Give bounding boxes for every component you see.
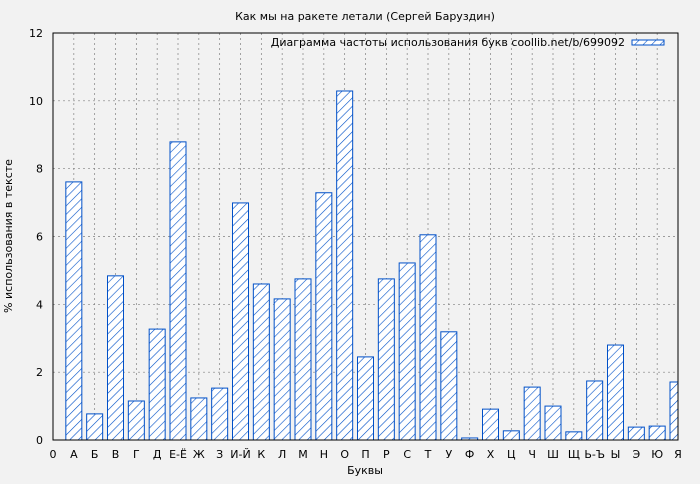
x-tick-label: Ь-Ъ: [584, 448, 605, 461]
x-tick-label: И-Й: [230, 448, 250, 461]
bar-Н: [315, 192, 333, 440]
plot-frame: [52, 32, 679, 441]
legend-label: Диаграмма частоты использования букв coo…: [271, 36, 625, 49]
x-tick-label: У: [445, 448, 452, 461]
x-tick-label: П: [361, 448, 369, 461]
x-tick-label: Д: [153, 448, 162, 461]
legend: Диаграмма частоты использования букв coo…: [271, 36, 665, 49]
bar-В: [107, 275, 124, 440]
x-tick-label: Т: [424, 448, 432, 461]
y-axis-label: % использования в тексте: [2, 159, 15, 313]
x-tick-label: Я: [674, 448, 682, 461]
x-axis: 0 А Б В Г Д Е-Ё Ж З И-Й К Л М Н О П Р С Т У Ф Х Ц Ч Ш Щ Ь-Ъ Ы Э Ю Я: [50, 448, 682, 461]
x-axis-label: Буквы: [347, 464, 383, 477]
bar-Я: [669, 381, 678, 440]
x-tick-label: Б: [91, 448, 99, 461]
grid: [53, 33, 678, 440]
bar-Р: [377, 278, 395, 440]
x-tick-label: М: [298, 448, 308, 461]
bar-Б: [86, 413, 104, 440]
bar-Ш: [544, 405, 562, 440]
x-tick-label: Е-Ё: [169, 448, 187, 461]
x-tick-label: Р: [383, 448, 390, 461]
x-tick-label: Щ: [568, 448, 580, 461]
bar-Ж: [190, 397, 208, 440]
bar-Г: [127, 400, 145, 440]
x-tick-label: С: [403, 448, 411, 461]
bar-П: [357, 356, 374, 440]
x-tick-label: Ц: [507, 448, 516, 461]
legend-swatch: [631, 39, 665, 46]
x-tick-label: З: [216, 448, 223, 461]
y-tick-label: 2: [36, 366, 43, 379]
x-tick-label: Х: [487, 448, 495, 461]
x-tick-label: Ю: [651, 448, 663, 461]
bar-Т: [419, 234, 437, 440]
x-tick-label: Ж: [193, 448, 205, 461]
x-tick-label: К: [257, 448, 265, 461]
x-tick-label: 0: [50, 448, 57, 461]
bar-Е-Ё: [169, 141, 187, 440]
bar-С: [398, 262, 416, 440]
x-tick-label: Э: [632, 448, 640, 461]
y-tick-label: 4: [36, 298, 43, 311]
x-tick-label: Г: [133, 448, 140, 461]
x-tick-label: Ч: [528, 448, 536, 461]
bar-Ы: [607, 344, 624, 440]
bar-И-Й: [232, 202, 249, 440]
bar-О: [336, 90, 354, 440]
bar-Л: [273, 298, 291, 440]
bar-Щ: [565, 431, 583, 440]
bar-К: [252, 283, 270, 440]
bars: [65, 90, 678, 440]
bar-Ю: [648, 425, 666, 440]
y-tick-label: 6: [36, 231, 43, 244]
x-tick-label: Н: [320, 448, 328, 461]
x-tick-label: Ы: [611, 448, 621, 461]
x-tick-label: О: [340, 448, 349, 461]
y-tick-label: 0: [36, 434, 43, 447]
bar-Ь-Ъ: [586, 380, 604, 440]
bar-У: [440, 331, 458, 440]
bar-Х: [482, 408, 499, 440]
chart-title: Как мы на ракете летали (Сергей Баруздин…: [235, 10, 495, 23]
x-tick-label: Ф: [465, 448, 474, 461]
bar-Д: [148, 328, 166, 440]
bar-Ч: [523, 386, 541, 440]
x-tick-label: Ш: [547, 448, 559, 461]
y-axis: 0 2 4 6 8 10 12: [29, 27, 43, 447]
y-tick-label: 10: [29, 95, 43, 108]
y-tick-label: 12: [29, 27, 43, 40]
bar-Э: [627, 426, 645, 440]
y-tick-label: 8: [36, 163, 43, 176]
x-tick-label: Л: [278, 448, 286, 461]
bar-Ц: [502, 430, 520, 440]
x-tick-label: В: [112, 448, 120, 461]
bar-А: [65, 181, 83, 440]
bar-З: [211, 387, 229, 440]
bar-М: [294, 278, 312, 440]
x-tick-label: А: [70, 448, 78, 461]
